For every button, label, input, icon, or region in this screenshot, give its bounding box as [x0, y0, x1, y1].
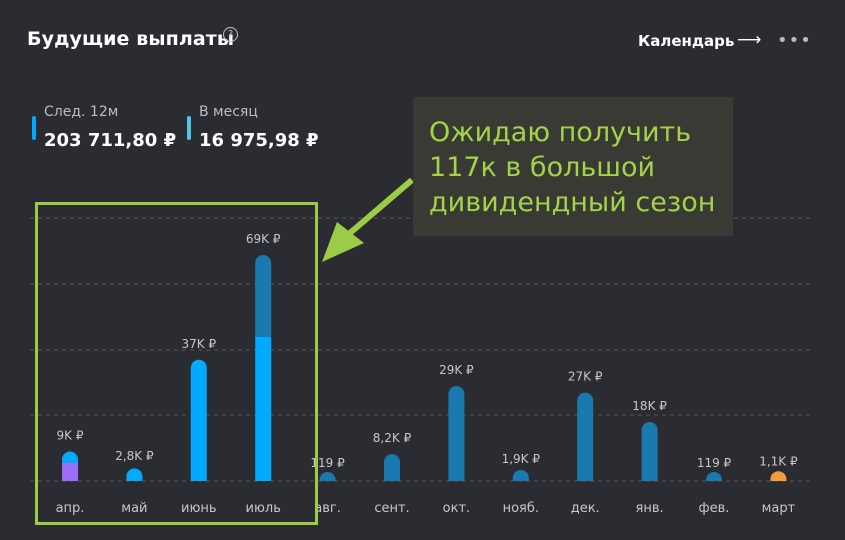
highlight-box: [35, 202, 318, 525]
annotation-line: 117к в большой: [429, 152, 656, 183]
annotation-note: Ожидаю получить 117к в большой дивидендн…: [413, 97, 733, 236]
annotation-arrow-head: [322, 222, 364, 262]
category-label: авг.: [314, 501, 341, 516]
category-label: янв.: [636, 501, 664, 516]
stat-color-bar: [187, 116, 191, 140]
bar[interactable]: [706, 472, 722, 481]
category-label: апр.: [56, 501, 85, 516]
bar-value-label: 29K ₽: [439, 363, 474, 377]
category-label: дек.: [571, 501, 600, 516]
page-title: Будущие выплаты: [27, 28, 235, 50]
bar[interactable]: [190, 359, 207, 481]
bar-value-label: 37K ₽: [182, 337, 217, 351]
bar[interactable]: [384, 454, 400, 481]
bar-value-label: 69K ₽: [246, 232, 281, 246]
bar-value-label: 27K ₽: [568, 370, 603, 384]
category-label: фев.: [699, 501, 730, 516]
stat-color-bar: [32, 116, 36, 140]
stat-value: 203 711,80 ₽: [44, 130, 177, 151]
category-label: май: [121, 501, 147, 516]
bar[interactable]: [512, 469, 529, 481]
bar[interactable]: [319, 472, 336, 481]
bar-segment-bottom[interactable]: [255, 336, 272, 481]
bar[interactable]: [577, 392, 594, 481]
bar[interactable]: [641, 422, 658, 481]
bar-value-label: 1,1K ₽: [759, 454, 798, 468]
ellipsis-icon[interactable]: •••: [777, 30, 812, 51]
bar-value-label: 119 ₽: [310, 456, 345, 470]
category-label: окт.: [443, 501, 471, 516]
bar-value-label: 9K ₽: [57, 429, 84, 443]
category-label: июль: [246, 501, 281, 516]
stat-label: В месяц: [199, 104, 258, 120]
bar[interactable]: [126, 468, 143, 481]
category-label: сент.: [374, 501, 409, 516]
category-label: март: [762, 501, 796, 516]
question-circle-icon[interactable]: ?: [223, 27, 238, 42]
bar-value-label: 119 ₽: [697, 456, 732, 470]
stat-value: 16 975,98 ₽: [199, 130, 319, 151]
bar-segment-top[interactable]: [255, 255, 272, 337]
annotation-arrow-shaft: [348, 177, 414, 236]
bar-segment-top[interactable]: [62, 451, 78, 463]
bar-value-label: 1,9K ₽: [502, 452, 541, 466]
stat-label: След. 12м: [44, 104, 119, 120]
annotation-line: Ожидаю получить: [429, 117, 692, 148]
annotation-line: дивидендный сезон: [429, 187, 716, 218]
bar-value-label: 8,2K ₽: [373, 431, 412, 445]
bar-segment-bottom[interactable]: [62, 462, 78, 481]
calendar-link[interactable]: Календарь: [638, 32, 735, 50]
bar-value-label: 18K ₽: [632, 399, 667, 413]
bar[interactable]: [770, 471, 787, 481]
category-label: нояб.: [503, 501, 539, 516]
bar[interactable]: [448, 386, 465, 481]
category-label: июнь: [181, 501, 217, 516]
bar-value-label: 2,8K ₽: [115, 449, 154, 463]
arrow-right-icon[interactable]: ⟶: [737, 30, 762, 50]
